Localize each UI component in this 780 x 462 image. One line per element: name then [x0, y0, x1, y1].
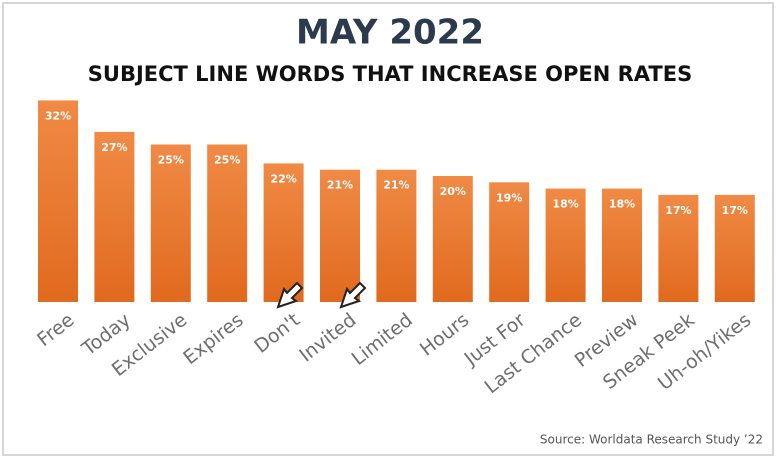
data-label: 32%	[45, 109, 71, 122]
bar	[432, 176, 473, 302]
data-label: 22%	[270, 172, 296, 185]
bar	[150, 144, 191, 302]
data-label: 18%	[552, 198, 578, 211]
data-label: 19%	[496, 191, 522, 204]
data-label: 18%	[609, 198, 635, 211]
data-label: 27%	[101, 141, 127, 154]
data-label: 20%	[440, 185, 466, 198]
data-label: 17%	[722, 204, 748, 217]
data-label: 25%	[158, 154, 184, 167]
source-note: Source: Worldata Research Study ’22	[540, 433, 763, 447]
arrow	[339, 281, 367, 309]
bar	[545, 188, 586, 302]
data-label: 25%	[214, 154, 240, 167]
bar	[714, 194, 755, 302]
plot-area: 32%Free27%Today25%Exclusive25%Expires22%…	[33, 100, 755, 398]
data-label: 21%	[327, 179, 353, 192]
bar	[38, 100, 78, 303]
bar	[94, 131, 135, 302]
chart-subtitle: SUBJECT LINE WORDS THAT INCREASE OPEN RA…	[88, 62, 692, 86]
data-label: 21%	[383, 179, 409, 192]
bar	[489, 182, 530, 302]
bar	[602, 188, 642, 302]
bar	[320, 169, 360, 302]
arrow	[276, 281, 304, 309]
bar	[263, 163, 304, 302]
data-label: 17%	[665, 204, 691, 217]
bar	[376, 169, 417, 302]
bar	[658, 194, 699, 302]
bar	[207, 144, 248, 302]
chart-title: MAY 2022	[296, 13, 484, 53]
